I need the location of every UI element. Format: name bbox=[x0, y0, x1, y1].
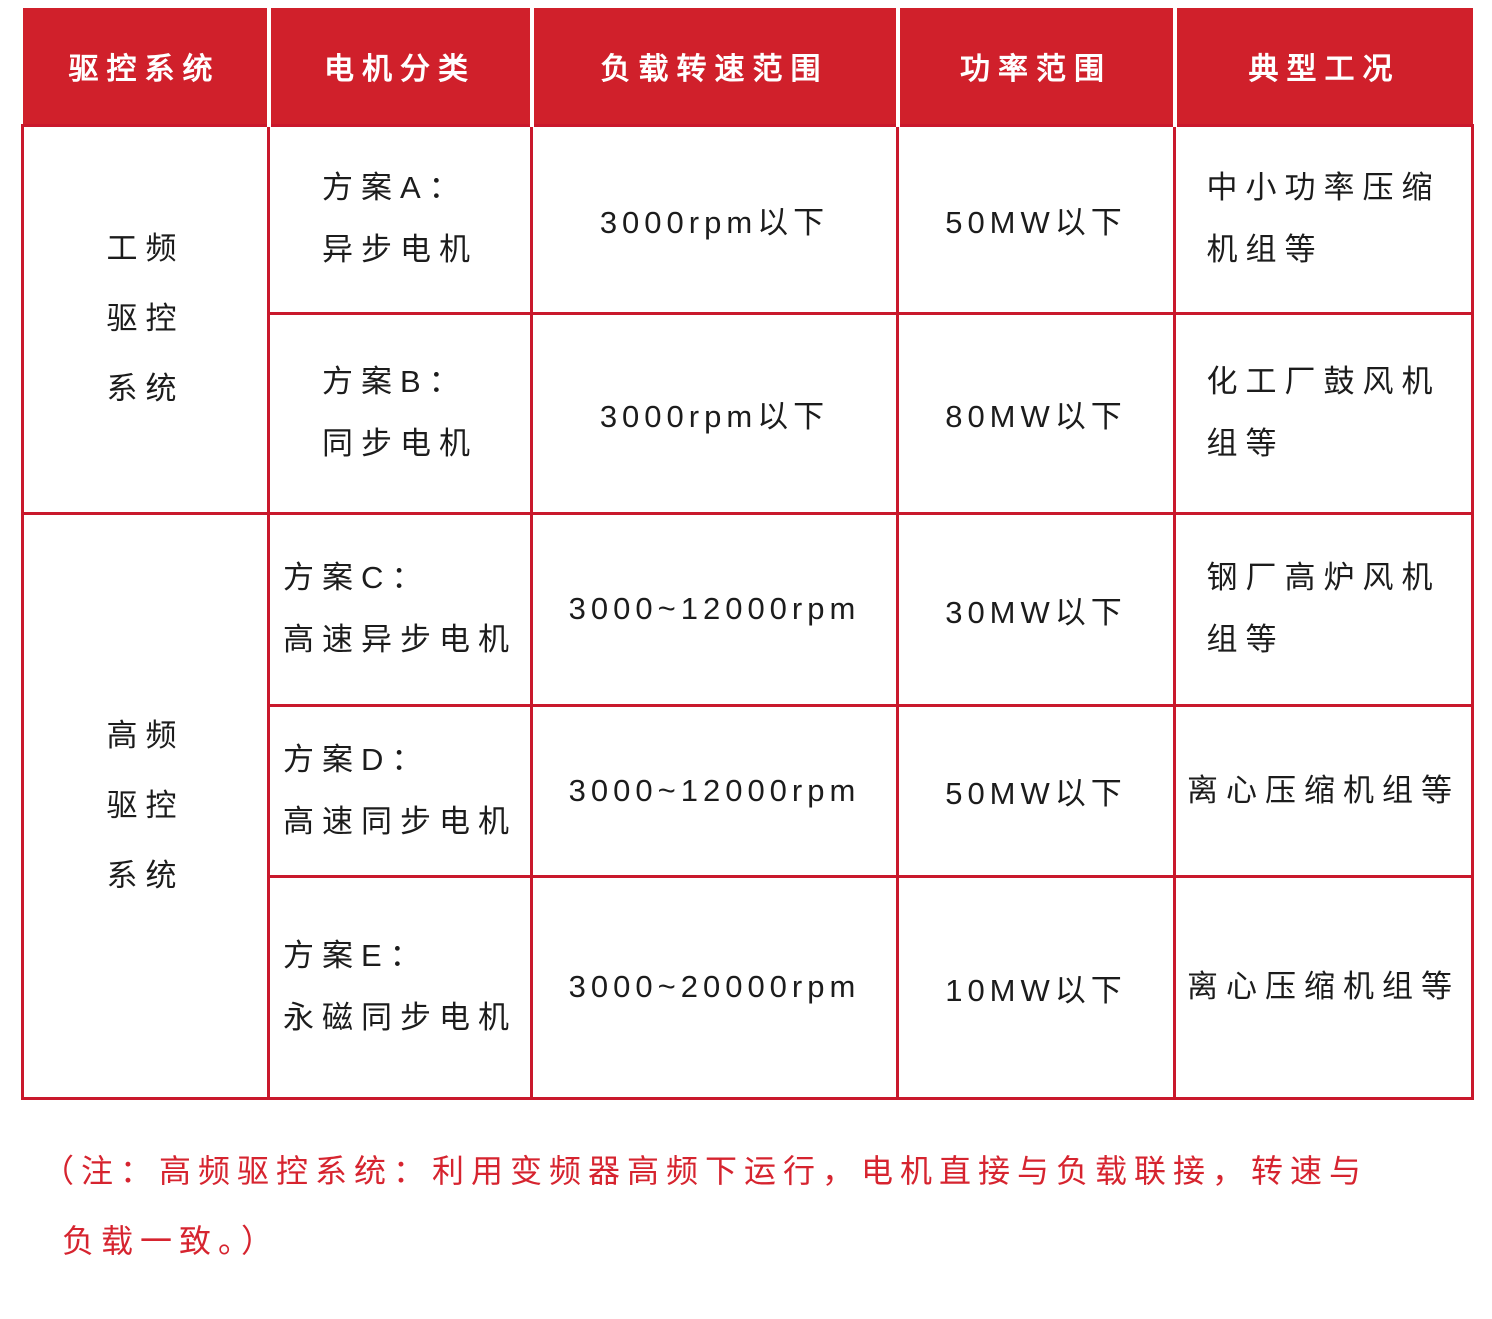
scheme-label: 方案D： 高速同步电机 bbox=[283, 729, 517, 853]
footnote-line: （注：高频驱控系统：利用变频器高频下运行，电机直接与负载联接，转速与 bbox=[42, 1153, 1369, 1189]
system-line: 驱控 bbox=[106, 787, 185, 823]
duty-label: 钢厂高炉风机 组等 bbox=[1207, 547, 1441, 671]
duty-label: 离心压缩机组等 bbox=[1187, 956, 1460, 1018]
table-row-scheme-d: 方案D： 高速同步电机 3000~12000rpm 50MW以下 离心压缩机组等 bbox=[23, 703, 1474, 878]
cell-duty-c: 钢厂高炉风机 组等 bbox=[1173, 511, 1474, 707]
cell-scheme-a: 方案A： 异步电机 bbox=[267, 123, 533, 315]
cell-power-c: 30MW以下 bbox=[896, 511, 1176, 707]
cell-scheme-d: 方案D： 高速同步电机 bbox=[267, 703, 533, 878]
scheme-line: 高速异步电机 bbox=[283, 622, 517, 657]
cell-power-b: 80MW以下 bbox=[896, 311, 1176, 515]
duty-label: 化工厂鼓风机 组等 bbox=[1207, 351, 1441, 475]
table-row-scheme-b: 方案B： 同步电机 3000rpm以下 80MW以下 化工厂鼓风机 组等 bbox=[23, 311, 1474, 515]
cell-scheme-b: 方案B： 同步电机 bbox=[267, 311, 533, 515]
cell-power-d: 50MW以下 bbox=[896, 703, 1176, 878]
table-row-scheme-a: 工频 驱控 系统 方案A： 异步电机 3000rpm以下 50MW以下 中小功率… bbox=[21, 123, 1474, 515]
cell-duty-b: 化工厂鼓风机 组等 bbox=[1173, 311, 1474, 515]
scheme-line: 方案A： bbox=[322, 170, 468, 205]
scheme-line: 方案E： bbox=[283, 938, 429, 973]
system-label: 高频 驱控 系统 bbox=[107, 701, 185, 911]
system-line: 系统 bbox=[106, 857, 185, 893]
duty-line: 组等 bbox=[1206, 622, 1285, 657]
duty-line: 中小功率压缩 bbox=[1206, 170, 1441, 205]
cell-speed-c: 3000~12000rpm bbox=[530, 511, 899, 707]
header-speed-range: 负载转速范围 bbox=[529, 8, 898, 125]
cell-speed-a: 3000rpm以下 bbox=[530, 123, 899, 315]
header-power-range: 功率范围 bbox=[895, 8, 1175, 125]
system-line: 工频 bbox=[106, 231, 185, 266]
scheme-line: 永磁同步电机 bbox=[283, 1000, 517, 1035]
scheme-line: 高速同步电机 bbox=[283, 803, 517, 839]
duty-line: 离心压缩机组等 bbox=[1187, 772, 1460, 808]
cell-power-e: 10MW以下 bbox=[896, 874, 1176, 1100]
duty-line: 钢厂高炉风机 bbox=[1206, 560, 1441, 595]
scheme-label: 方案A： 异步电机 bbox=[322, 157, 478, 281]
scheme-line: 方案B： bbox=[322, 364, 468, 399]
duty-label: 离心压缩机组等 bbox=[1187, 760, 1460, 822]
cell-power-a: 50MW以下 bbox=[896, 123, 1176, 315]
cell-duty-a: 中小功率压缩 机组等 bbox=[1173, 123, 1474, 315]
duty-line: 离心压缩机组等 bbox=[1187, 969, 1460, 1004]
cell-scheme-c: 方案C： 高速异步电机 bbox=[267, 511, 533, 707]
footnote-line: 负载一致。） bbox=[62, 1223, 281, 1259]
table-row-scheme-c: 高频 驱控 系统 方案C： 高速异步电机 3000~12000rpm 30MW以… bbox=[21, 511, 1474, 1100]
cell-scheme-e: 方案E： 永磁同步电机 bbox=[267, 874, 533, 1100]
cell-duty-d: 离心压缩机组等 bbox=[1173, 703, 1474, 878]
cell-speed-e: 3000~20000rpm bbox=[530, 874, 899, 1100]
header-row: 驱控系统 电机分类 负载转速范围 功率范围 典型工况 bbox=[22, 8, 1473, 125]
scheme-line: 方案C： bbox=[283, 560, 431, 595]
cell-speed-d: 3000~12000rpm bbox=[530, 703, 899, 878]
cell-system-group-power-frequency: 工频 驱控 系统 bbox=[21, 123, 270, 515]
duty-line: 机组等 bbox=[1206, 232, 1324, 267]
cell-speed-b: 3000rpm以下 bbox=[530, 311, 899, 515]
cell-duty-e: 离心压缩机组等 bbox=[1173, 874, 1474, 1100]
scheme-line: 同步电机 bbox=[322, 426, 478, 461]
system-line: 高频 bbox=[106, 717, 185, 753]
duty-line: 化工厂鼓风机 bbox=[1206, 364, 1441, 399]
system-line: 系统 bbox=[106, 371, 185, 406]
duty-label: 中小功率压缩 机组等 bbox=[1207, 157, 1441, 281]
scheme-line: 方案D： bbox=[283, 741, 431, 777]
header-drive-system: 驱控系统 bbox=[22, 8, 269, 125]
duty-line: 组等 bbox=[1206, 426, 1285, 461]
cell-system-group-high-frequency: 高频 驱控 系统 bbox=[21, 511, 270, 1100]
scheme-label: 方案E： 永磁同步电机 bbox=[283, 925, 517, 1049]
scheme-line: 异步电机 bbox=[322, 232, 478, 267]
scheme-label: 方案B： 同步电机 bbox=[322, 351, 478, 475]
system-line: 驱控 bbox=[106, 301, 185, 336]
drive-systems-table: 驱控系统 电机分类 负载转速范围 功率范围 典型工况 工频 驱控 系统 bbox=[21, 8, 1474, 1100]
footnote: （注：高频驱控系统：利用变频器高频下运行，电机直接与负载联接，转速与 负载一致。… bbox=[42, 1136, 1462, 1276]
scheme-label: 方案C： 高速异步电机 bbox=[283, 547, 517, 671]
system-label: 工频 驱控 系统 bbox=[107, 214, 185, 424]
table-row-scheme-e: 方案E： 永磁同步电机 3000~20000rpm 10MW以下 离心压缩机组等 bbox=[23, 874, 1474, 1100]
header-motor-class: 电机分类 bbox=[266, 8, 532, 125]
header-typical-duty: 典型工况 bbox=[1172, 8, 1473, 125]
